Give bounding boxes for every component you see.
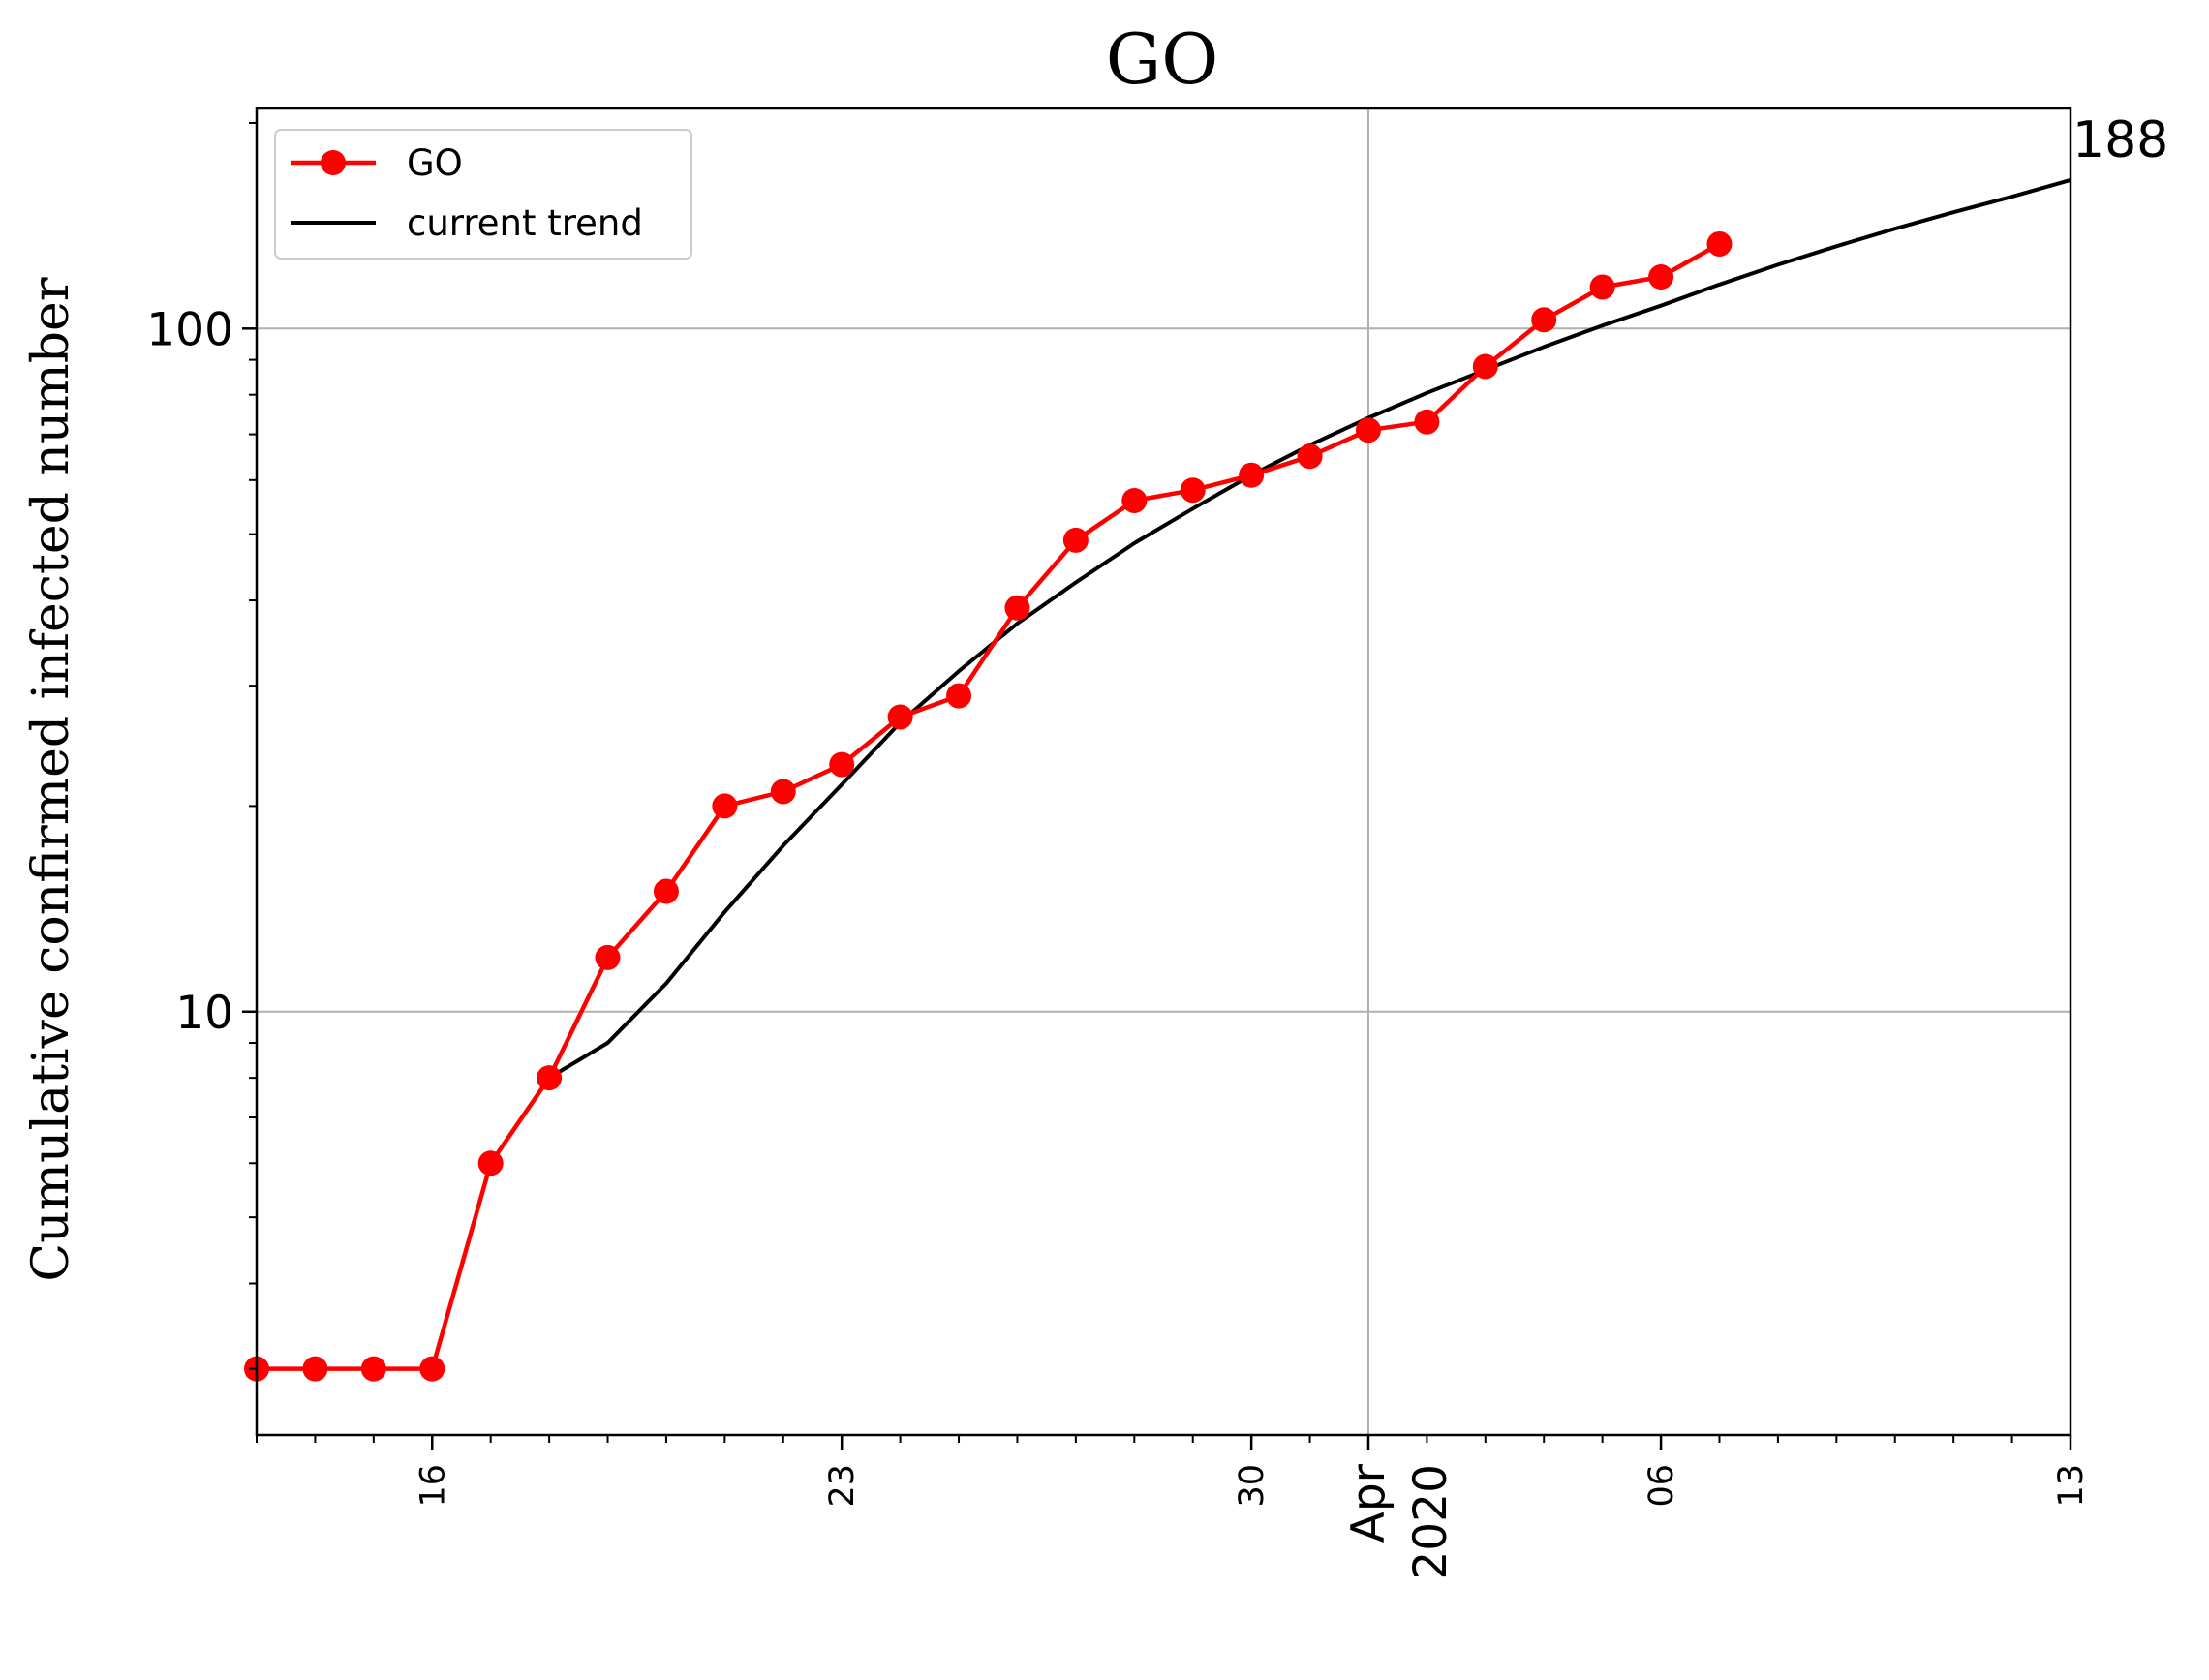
data-point	[1531, 307, 1557, 333]
data-point	[1414, 409, 1440, 435]
data-point	[946, 683, 972, 709]
data-point	[770, 779, 796, 805]
y-tick-label: 10	[175, 987, 233, 1040]
series-line	[548, 177, 2071, 1080]
data-point	[360, 1356, 386, 1382]
gridlines	[257, 108, 2071, 1435]
legend-marker	[321, 150, 346, 175]
series-1	[548, 177, 2071, 1080]
data-point	[302, 1356, 328, 1382]
data-point	[829, 751, 855, 778]
data-point	[712, 793, 738, 819]
chart-title: GO	[1106, 18, 1219, 100]
x-tick-label: 23	[823, 1464, 862, 1508]
data-point	[653, 878, 679, 904]
data-point	[1297, 443, 1323, 470]
data-point	[1648, 264, 1674, 290]
plot-frame	[255, 107, 2072, 1437]
data-point	[595, 944, 621, 970]
data-point	[1004, 595, 1030, 621]
data-point	[419, 1356, 445, 1382]
legend-box	[274, 129, 692, 260]
legend: GO current trend	[274, 129, 692, 260]
data-point	[1589, 274, 1615, 300]
data-point	[1472, 353, 1498, 380]
end-value-label: 188	[2072, 111, 2168, 169]
data-point	[477, 1150, 504, 1176]
axes: 10 100 16 23 30 06 13 Apr 2020 188	[146, 111, 2168, 1580]
data-point	[1062, 527, 1089, 553]
data-point	[537, 1065, 563, 1091]
data-point	[887, 704, 913, 730]
series-0	[244, 230, 1733, 1382]
data-point	[1239, 462, 1265, 488]
data-point	[1355, 417, 1381, 443]
x-tick-label: 13	[2052, 1464, 2091, 1508]
legend-label: GO	[407, 142, 463, 184]
series-layer	[244, 177, 2071, 1382]
y-tick-label: 100	[146, 303, 233, 356]
x-tick-label: 16	[414, 1464, 452, 1508]
y-axis-label: Cumulative confirmed infected number	[22, 277, 80, 1281]
data-point	[1121, 487, 1148, 513]
x-month-label: Apr	[1342, 1463, 1396, 1543]
x-tick-label: 06	[1642, 1464, 1681, 1508]
legend-label: current trend	[407, 202, 643, 244]
data-point	[1706, 230, 1733, 257]
series-line	[257, 241, 1721, 1371]
x-tick-label: 30	[1233, 1464, 1272, 1508]
data-point	[1180, 477, 1206, 504]
x-year-label: 2020	[1404, 1464, 1457, 1580]
